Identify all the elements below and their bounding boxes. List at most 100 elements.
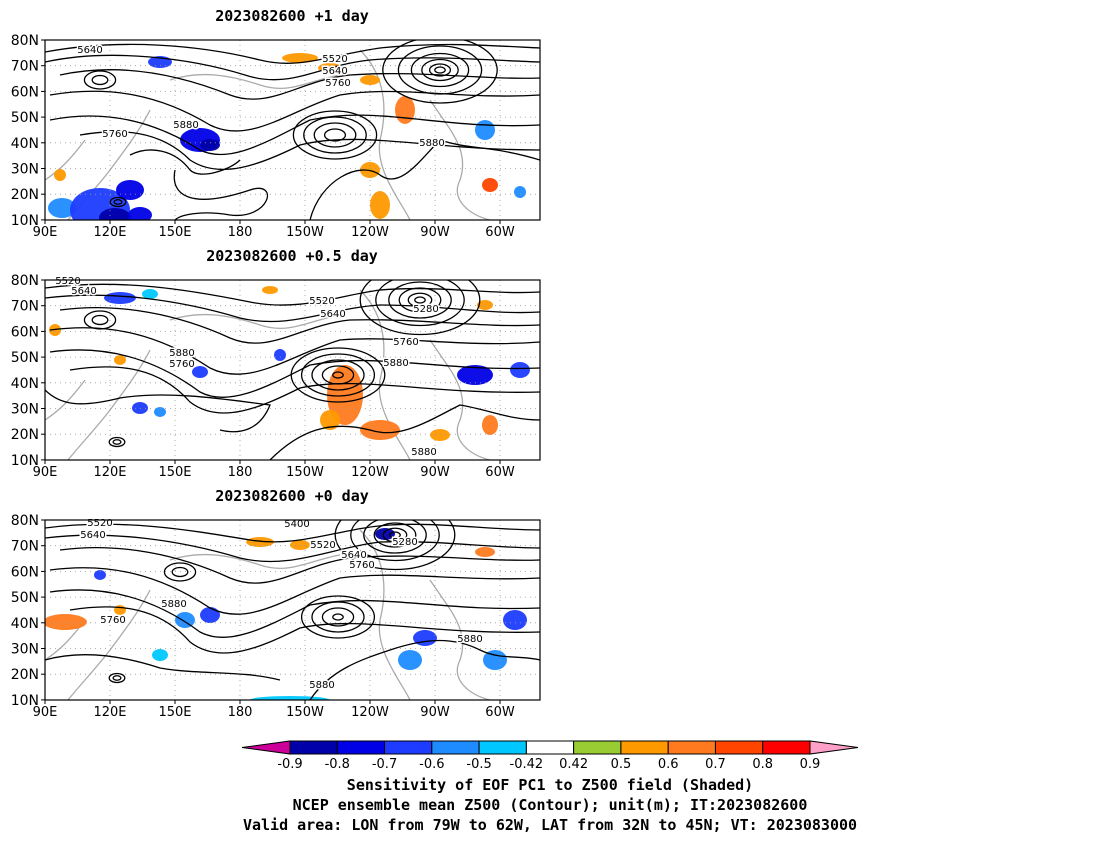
sensitivity-shade (503, 610, 527, 630)
colorbar-label: 0.7 (705, 757, 726, 772)
map-panel-0: 2023082600 +1 day56405520564057605880576… (11, 7, 541, 240)
sensitivity-shade (154, 407, 166, 417)
sensitivity-shade (262, 286, 278, 294)
z500-contour-closed (108, 436, 126, 448)
z500-contour-closed (332, 371, 344, 379)
colorbar-swatch (431, 740, 480, 755)
sensitivity-shade (116, 180, 144, 200)
lat-tick-label: 40N (11, 616, 39, 632)
sensitivity-shade (370, 191, 390, 219)
contour-label: 5760 (100, 615, 125, 626)
colorbar-label: -0.42 (510, 757, 544, 772)
z500-contour (69, 366, 540, 414)
z500-contour (309, 639, 540, 700)
z500-contour-closed (359, 280, 481, 336)
lon-tick-label: 120W (351, 225, 389, 240)
z500-contour (49, 114, 540, 156)
colorbar-swatch (667, 740, 716, 755)
contour-label: 5520 (322, 54, 347, 65)
lat-tick-label: 20N (11, 427, 39, 443)
lat-tick-label: 30N (11, 162, 39, 178)
contour-label: 5520 (309, 296, 334, 307)
z500-contour-closed (91, 74, 109, 86)
z500-contour (45, 389, 271, 433)
z500-contour-closed (83, 70, 117, 90)
colorbar-swatch (714, 740, 764, 755)
lat-tick-label: 10N (11, 693, 39, 709)
lon-tick-label: 150E (158, 705, 191, 720)
z500-contour-closed (321, 365, 355, 385)
colorbar-swatch (525, 740, 575, 755)
z500-contour (69, 606, 540, 654)
sensitivity-shade (482, 178, 498, 192)
lat-tick-label: 50N (11, 590, 39, 606)
sensitivity-shade (132, 402, 148, 414)
lat-tick-label: 10N (11, 453, 39, 469)
z500-contour-closed (375, 280, 465, 327)
z500-contour-closed (398, 287, 442, 313)
sensitivity-shade (114, 355, 126, 365)
z500-contour-closed (414, 296, 426, 304)
sensitivity-shade (475, 120, 495, 140)
sensitivity-shade (483, 650, 507, 670)
coastline (169, 553, 341, 569)
lon-tick-label: 150E (158, 465, 191, 480)
contour-label: 5880 (411, 447, 436, 458)
lat-tick-label: 80N (11, 513, 39, 529)
sensitivity-shade (482, 415, 498, 435)
colorbar-swatch (573, 740, 622, 755)
colorbar-high-end (809, 740, 859, 755)
coastline (45, 139, 86, 181)
colorbar-label: -0.6 (419, 757, 444, 772)
coastline (429, 579, 491, 700)
z500-contour-closed (163, 562, 197, 582)
contour-label: 5760 (393, 337, 418, 348)
z500-contour-closed (300, 595, 376, 639)
z500-contour (269, 404, 540, 460)
colorbar-label: -0.7 (372, 757, 397, 772)
sensitivity-shade (395, 96, 415, 124)
panel-title: 2023082600 +1 day (215, 7, 369, 25)
footer-line-1: Sensitivity of EOF PC1 to Z500 field (Sh… (347, 776, 753, 794)
map-panel-1: 2023082600 +0.5 day552056405520528056405… (11, 247, 541, 480)
contour-label: 5880 (419, 138, 444, 149)
contour-label: 5880 (309, 680, 334, 691)
lat-tick-label: 40N (11, 136, 39, 152)
lon-tick-label: 180 (228, 465, 253, 480)
z500-contour-closed (397, 45, 483, 95)
contour-label: 5880 (161, 599, 186, 610)
z500-contour (49, 589, 540, 638)
coastline (429, 99, 491, 220)
sensitivity-shade (510, 362, 530, 378)
z500-contour-closed (112, 439, 122, 445)
colorbar-label: 0.9 (800, 757, 821, 772)
z500-contour (129, 149, 241, 175)
lat-tick-label: 70N (11, 59, 39, 75)
coastline (45, 379, 86, 421)
z500-contour-closed (382, 40, 498, 104)
z500-contour-closed (407, 292, 433, 308)
panel-title: 2023082600 +0.5 day (206, 247, 378, 265)
z500-contour (45, 43, 540, 64)
sensitivity-shade (175, 612, 195, 628)
colorbar: -0.9 -0.8 -0.7 -0.6 -0.5 -0.42 0.42 0.5 0.6 0.7 0.… (241, 740, 859, 772)
z500-contour-closed (113, 199, 123, 205)
z500-contour (45, 654, 281, 681)
z500-contour-closed (373, 522, 417, 548)
z500-contour-closed (363, 520, 427, 554)
z500-contour-closed (108, 672, 126, 684)
lon-tick-label: 150W (286, 705, 324, 720)
lat-tick-label: 60N (11, 564, 39, 580)
z500-contour (309, 139, 540, 220)
lat-tick-label: 80N (11, 33, 39, 49)
colorbar-label: -0.5 (466, 757, 491, 772)
z500-contour (59, 306, 540, 344)
sensitivity-shade (142, 289, 158, 299)
sensitivity-shade (114, 605, 126, 615)
sensitivity-shade (360, 420, 400, 440)
contour-label: 5280 (413, 304, 438, 315)
lon-tick-label: 90W (420, 705, 450, 720)
map-frame (44, 519, 541, 701)
lon-tick-label: 150W (286, 225, 324, 240)
map-frame (44, 279, 541, 461)
